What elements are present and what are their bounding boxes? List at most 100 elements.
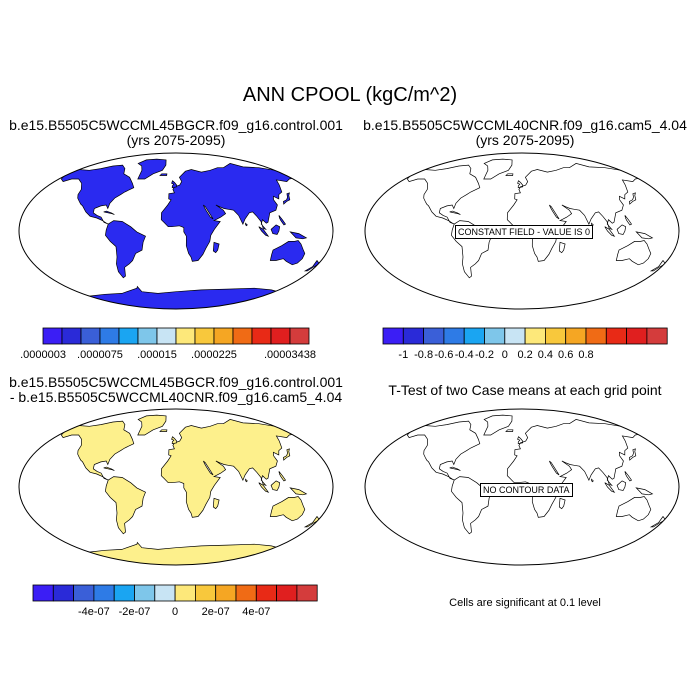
landmass-south-america [451,476,492,535]
landmass-japan [283,448,291,461]
colorbar-swatch [213,327,234,345]
colorbar-tick-label: 0.2 [517,349,532,361]
colorbar-swatch [137,327,158,345]
colorbar-swatch [296,584,318,602]
colorbar-swatch [113,584,135,602]
map-border [364,152,680,310]
landmass-caribbean [103,466,115,471]
colorbar-tick-label: .0000075 [77,349,123,361]
landmass-borneo [616,480,627,491]
landmass-uk [517,180,524,189]
landmass-greenland [137,414,167,436]
colorbar-tick-label: -0.2 [475,349,494,361]
landmass-africa-eurasia [160,419,299,518]
colorbar-tick-label: .00003438 [264,349,316,361]
colorbar-swatch [235,584,257,602]
panel-bottom-right-title: T-Test of two Case means at each grid po… [388,382,662,398]
landmass-borneo [270,224,281,235]
landmass-sumatra [258,226,270,237]
landmass-japan [629,448,637,461]
colorbar-swatch [156,327,177,345]
landmass-africa-eurasia [506,163,645,262]
colorbar-tick-label: -0.6 [434,349,453,361]
landmass-arabia-gap-red-sea [203,204,214,220]
colorbar-swatch [32,584,54,602]
colorbar-tick-label: 2e-07 [202,606,230,618]
colorbar-swatch [626,327,648,345]
landmass-arabia-gap-red-sea [549,460,560,476]
colorbar-tick-label: -0.8 [414,349,433,361]
landmass-sri-lanka [245,478,248,483]
landmass-antarctica [67,541,286,565]
landmass-madagascar [212,497,220,510]
colorbar-swatch [194,327,215,345]
landmass-uk [171,180,178,189]
landmass-north-america [406,420,481,481]
constant-field-label: CONSTANT FIELD - VALUE IS 0 [455,225,594,239]
panel-top-right-title-line2: (yrs 2075-2095) [475,132,575,148]
landmass-greenland [483,414,513,436]
colorbar-bottom-left: -4e-07 -2e-07 0 2e-07 4e-07 [32,584,318,618]
colorbar-swatch [524,327,546,345]
landmass-philippines [624,215,633,226]
panel-top-right-title-line1: b.e15.B5505C5WCCML40CNR.f09_g16.cam5_4.0… [363,117,687,133]
panel-top-left-title-line1: b.e15.B5505C5WCCML45BGCR.f09_g16.control… [9,117,343,133]
landmass-iceland [159,429,168,432]
colorbar-swatch [194,584,217,602]
panel-bottom-left-title-line1: b.e15.B5505C5WCCML45BGCR.f09_g16.control… [9,374,343,390]
landmass-madagascar [558,241,566,254]
landmass-arabia-gap-red-sea [203,460,214,476]
colorbar-swatch [443,327,465,345]
colorbar-swatch [504,327,526,345]
colorbar-swatch [99,327,120,345]
colorbar-swatch [251,327,272,345]
panel-bottom-left-title-line2: - b.e15.B5505C5WCCML40CNR.f09_g16.cam5_4… [9,389,343,405]
landmass-caribbean [449,210,461,215]
colorbar-swatch [215,584,237,602]
colorbar-swatch [42,327,63,345]
colorbar-swatch [484,327,506,345]
landmass-borneo [616,224,627,235]
colorbar-tick-label: 0.6 [558,349,573,361]
landmass-japan [283,192,291,205]
colorbar-swatch [585,327,607,345]
colorbar-tick-label: 4e-07 [242,606,270,618]
landmass-borneo [270,480,281,491]
landmass-philippines [278,471,287,482]
colorbar-swatch [154,584,176,602]
landmass-madagascar [558,497,566,510]
landmass-uk [171,436,178,445]
colorbar-swatch [175,327,196,345]
colorbar-swatch [93,584,115,602]
significance-note: Cells are significant at 0.1 level [449,597,601,609]
landmass-caribbean [449,466,461,471]
landmass-iceland [505,429,514,432]
landmass-australia [269,240,306,266]
landmass-africa-eurasia [506,419,645,518]
colorbar-tick-label: -1 [398,349,408,361]
colorbar-swatch [232,327,253,345]
colorbar-swatch [402,327,424,345]
colorbar-swatch [544,327,567,345]
landmass-greenland [137,158,167,180]
colorbar-tick-label: .000015 [137,349,177,361]
landmass-arabia-gap-red-sea [549,204,560,220]
landmass-north-america [406,164,481,225]
map-bottom-right [364,408,680,566]
map-bottom-left [18,408,334,566]
landmass-north-america [60,164,135,225]
map-border [18,152,334,310]
colorbar-swatch [134,584,156,602]
colorbar-swatch [276,584,298,602]
colorbar-tick-label: .0000003 [20,349,66,361]
landmass-philippines [278,215,287,226]
landmass-greenland [483,158,513,180]
colorbar-swatch [80,327,101,345]
landmass-sumatra [604,226,616,237]
landmass-africa-eurasia [160,163,299,262]
colorbar-swatch [73,584,95,602]
colorbar-swatch [174,584,196,602]
landmass-australia [615,496,652,522]
colorbar-tick-label: -0.4 [455,349,474,361]
colorbar-top-left: .0000003 .0000075 .000015 .0000225 .00003438 [20,327,316,361]
